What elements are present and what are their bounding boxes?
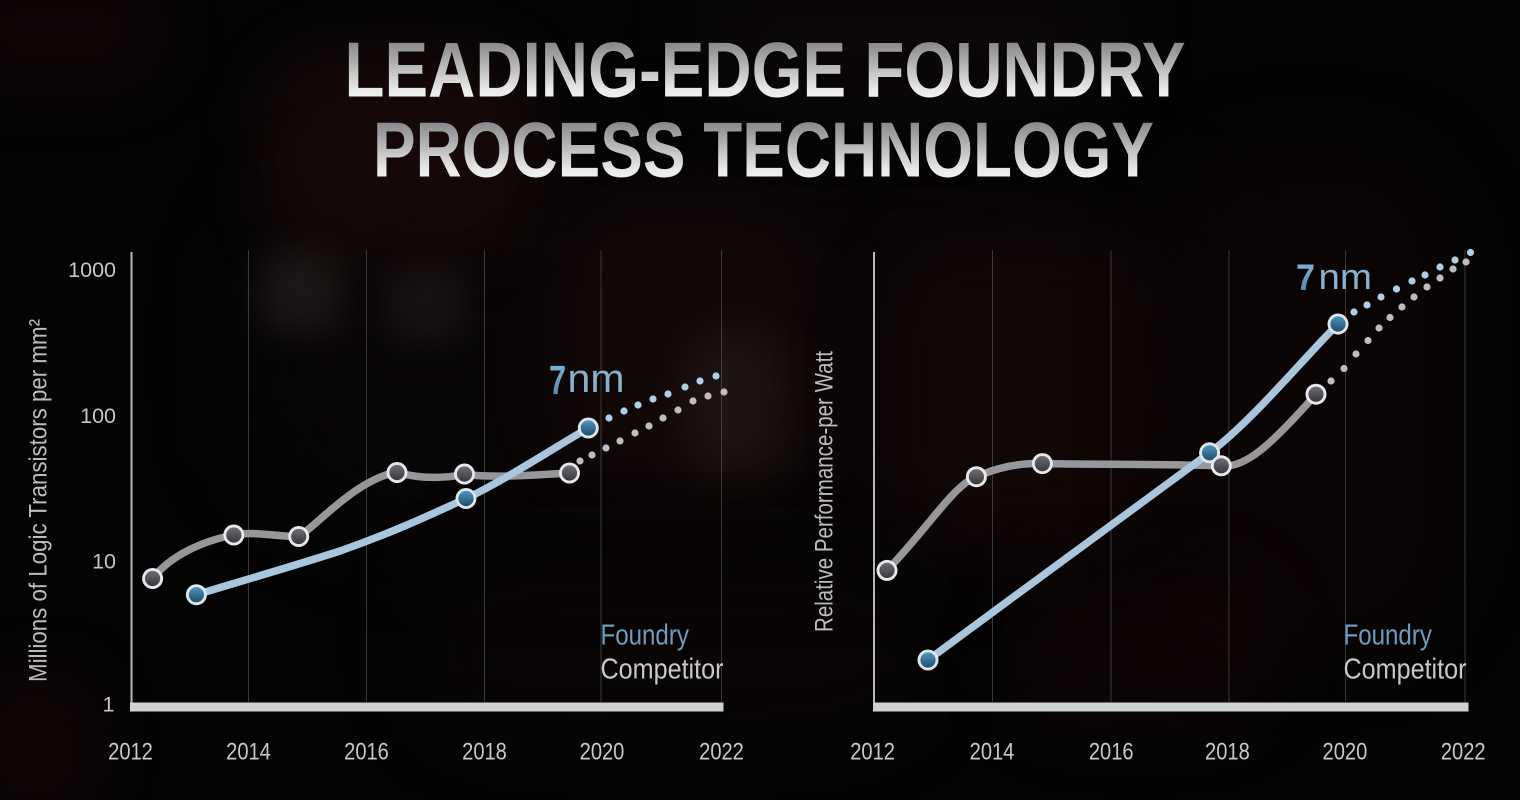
svg-text:2018: 2018 [1205, 739, 1250, 766]
svg-text:1: 1 [103, 693, 115, 717]
svg-text:nm: nm [1319, 256, 1373, 297]
svg-text:2018: 2018 [462, 739, 507, 766]
svg-text:Foundry: Foundry [601, 619, 690, 651]
svg-text:2022: 2022 [699, 739, 744, 766]
svg-text:2012: 2012 [108, 739, 153, 766]
svg-text:7: 7 [1296, 257, 1315, 298]
svg-text:Foundry: Foundry [1344, 619, 1433, 651]
svg-text:2012: 2012 [850, 739, 895, 766]
svg-text:1000: 1000 [68, 258, 116, 282]
svg-text:Competitor: Competitor [601, 654, 724, 686]
svg-text:Competitor: Competitor [1344, 654, 1467, 686]
svg-text:10: 10 [92, 550, 116, 574]
svg-text:2014: 2014 [970, 739, 1015, 766]
svg-text:2020: 2020 [1323, 739, 1368, 766]
svg-text:2016: 2016 [344, 739, 389, 766]
svg-text:100: 100 [80, 404, 116, 428]
svg-text:7: 7 [549, 357, 566, 403]
svg-text:2020: 2020 [580, 739, 625, 766]
svg-text:2014: 2014 [226, 739, 271, 766]
svg-text:2016: 2016 [1089, 739, 1134, 766]
svg-text:PROCESS TECHNOLOGY: PROCESS TECHNOLOGY [373, 108, 1154, 194]
svg-text:Relative Performance-per Watt: Relative Performance-per Watt [811, 351, 839, 632]
svg-text:nm: nm [568, 357, 625, 401]
svg-text:LEADING-EDGE FOUNDRY: LEADING-EDGE FOUNDRY [345, 28, 1186, 114]
svg-text:2022: 2022 [1441, 739, 1486, 766]
svg-text:Millions of Logic Transistors: Millions of Logic Transistors per mm² [25, 319, 53, 682]
